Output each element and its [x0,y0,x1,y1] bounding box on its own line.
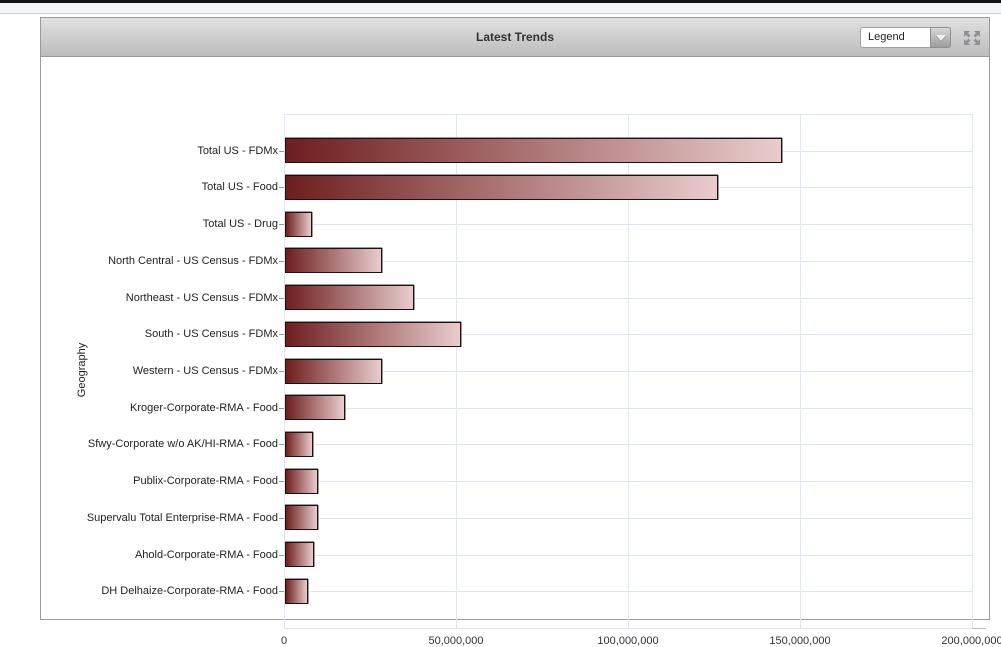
horizontal-gridline [284,224,972,226]
horizontal-gridline [284,481,972,483]
bar-8[interactable] [285,395,345,421]
x-axis-tick-label: 150,000,000 [769,635,831,647]
bar-6[interactable] [285,321,462,347]
horizontal-gridline [284,371,972,372]
category-label: Supervalu Total Enterprise-RMA - Food [86,511,278,524]
expand-arrows-icon[interactable] [963,30,981,46]
legend-dropdown-value[interactable]: Legend [860,27,930,48]
horizontal-gridline [284,517,972,519]
panel-title: Latest Trends [475,30,555,44]
category-label: Kroger-Corporate-RMA - Food [130,401,278,414]
category-tick-mark [279,224,284,226]
x-axis-tick-label: 200,000,000 [941,635,1001,647]
bar-9[interactable] [285,431,313,457]
category-label: Publix-Corporate-RMA - Food [133,475,278,488]
category-label: South - US Census - FDMx [144,328,278,341]
category-tick-mark [279,444,284,446]
bar-1[interactable] [285,138,783,164]
category-tick-mark [279,187,284,189]
bar-2[interactable] [285,174,718,200]
bar-13[interactable] [285,578,308,604]
x-axis-tick-label: 0 [280,635,288,647]
category-label: Total US - Food [201,181,278,194]
horizontal-gridline [284,334,972,336]
horizontal-gridline [284,554,972,556]
category-tick-mark [279,150,284,152]
legend-dropdown[interactable]: Legend [860,27,951,48]
browser-toolbar-strip [0,3,1001,14]
panel-header: Latest Trends Legend [41,18,989,57]
category-tick-mark [279,481,284,483]
plot-area [284,114,986,629]
horizontal-gridline [284,297,972,299]
category-label: Western - US Census - FDMx [132,365,278,377]
category-tick-mark [279,260,284,262]
category-label: Northeast - US Census - FDMx [125,291,278,304]
category-tick-mark [279,591,284,593]
horizontal-gridline [284,444,972,446]
category-tick-mark [279,407,284,409]
chevron-down-icon [935,34,946,41]
horizontal-gridline [284,407,972,409]
category-label-column: Total US - FDMx Total US - Food Total US -… [49,114,278,628]
category-tick-mark [279,371,284,372]
category-tick-mark [279,334,284,336]
bar-5[interactable] [285,285,414,311]
bar-11[interactable] [285,505,319,531]
horizontal-gridline [284,260,972,262]
horizontal-gridline [284,628,972,629]
category-label: Sfwy-Corporate w/o AK/HI-RMA - Food [87,438,278,451]
horizontal-gridline [284,591,972,593]
category-label: DH Delhaize-Corporate-RMA - Food [101,585,278,598]
bar-4[interactable] [285,248,382,274]
x-axis-tick-label: 100,000,000 [597,635,659,647]
bar-7[interactable] [285,358,382,384]
vertical-gridline [972,114,973,628]
legend-dropdown-button[interactable] [930,27,951,48]
category-label: Total US - Drug [202,218,278,231]
x-axis-tick-label: 50,000,000 [428,635,484,647]
bar-chart: Geography Total US - FDMx Total US - Food… [41,57,1001,647]
bar-12[interactable] [285,542,314,568]
latest-trends-panel: Latest Trends Legend Geography Total US … [40,17,1001,647]
category-label: Total US - FDMx [197,144,278,157]
horizontal-gridline [284,114,972,115]
category-tick-mark [279,554,284,556]
top-black-bar [0,0,1001,3]
category-label: Ahold-Corporate-RMA - Food [134,548,278,561]
category-label: North Central - US Census - FDMx [108,254,278,267]
category-tick-mark [279,517,284,519]
bar-3[interactable] [285,211,312,237]
bar-10[interactable] [285,468,319,494]
category-tick-mark [279,297,284,299]
